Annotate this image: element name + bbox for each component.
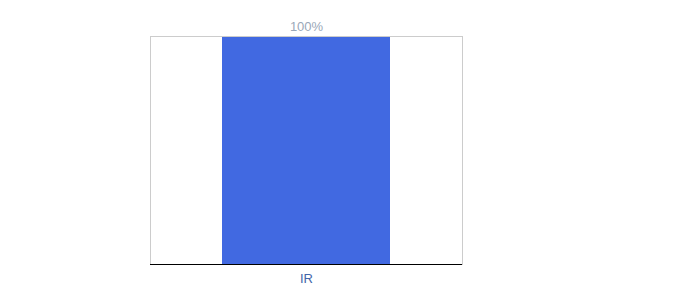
svg-text:IR: IR xyxy=(300,271,313,286)
svg-text:100%: 100% xyxy=(290,19,324,34)
